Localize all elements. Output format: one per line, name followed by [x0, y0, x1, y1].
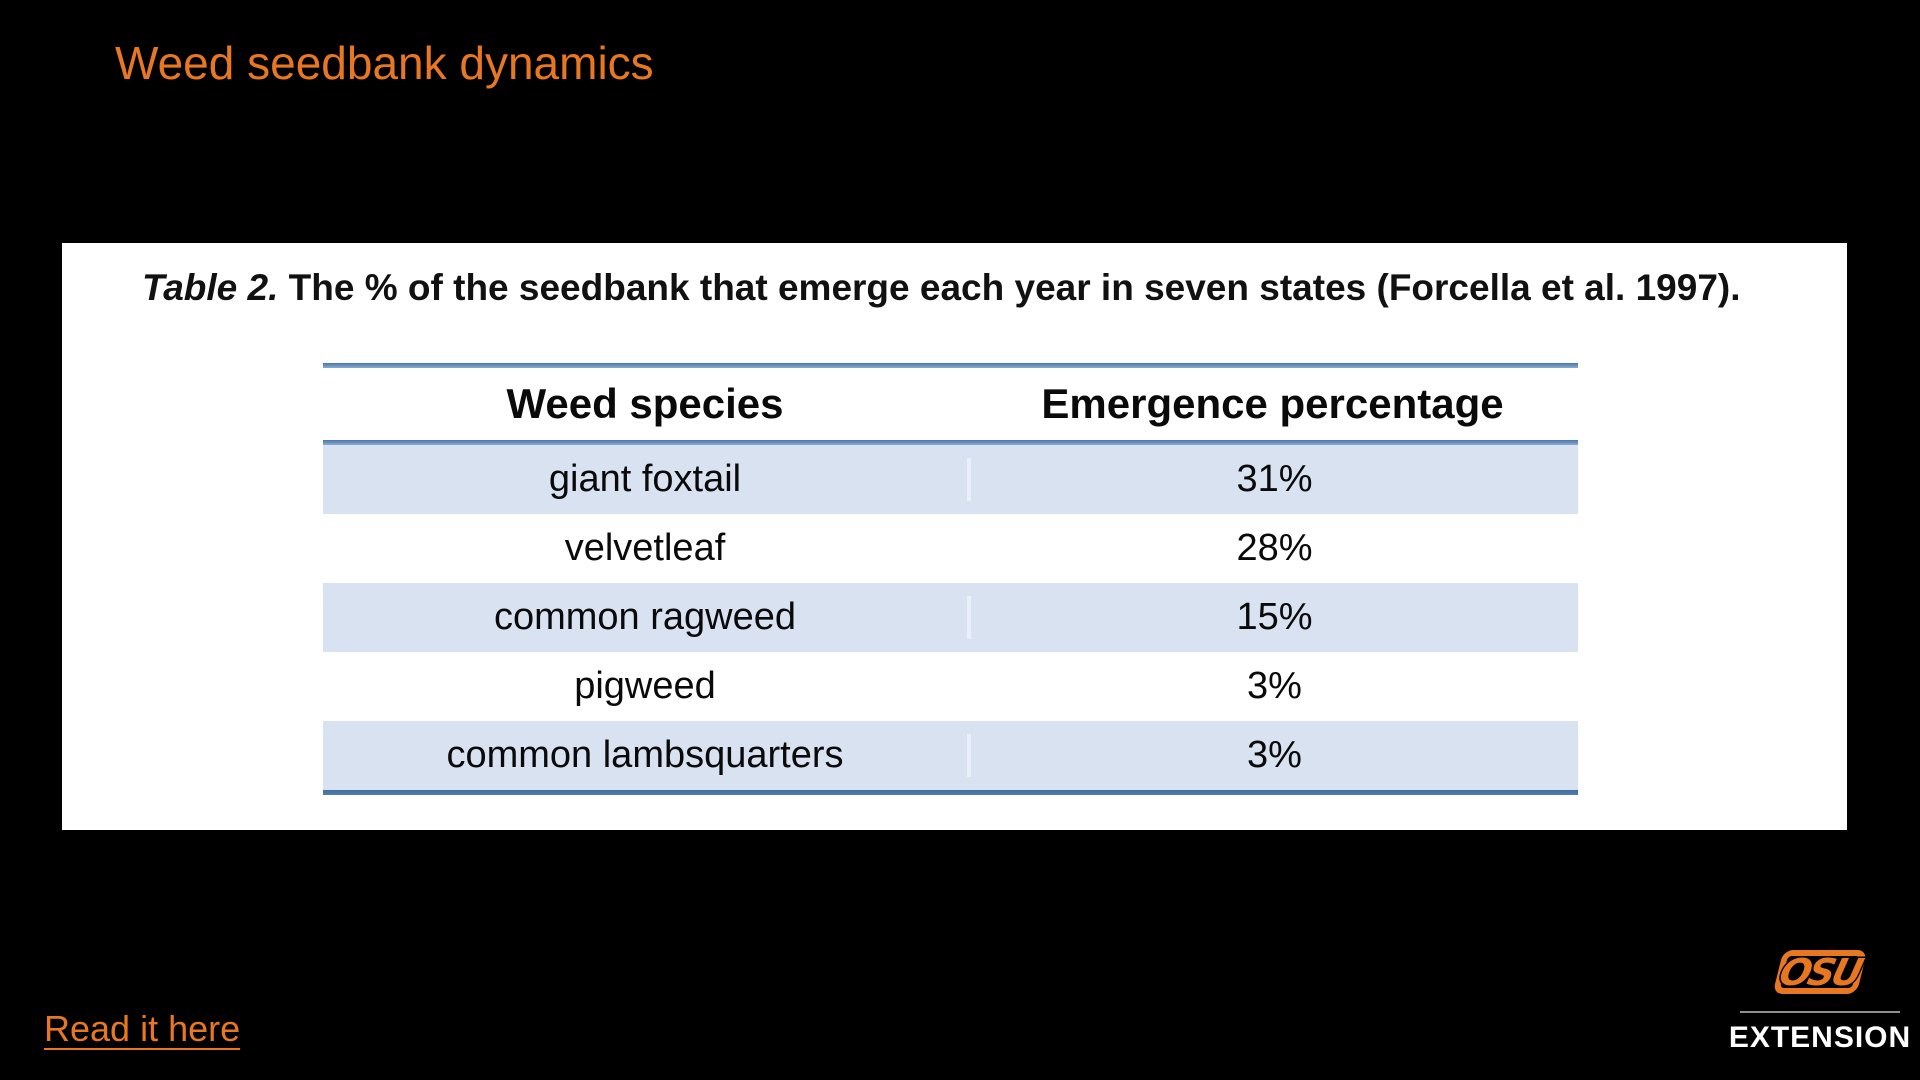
table-header-border [323, 440, 1578, 445]
emergence-cell: 15% [967, 596, 1578, 639]
table-bottom-border [323, 790, 1578, 795]
column-header-weed-species: Weed species [506, 380, 784, 427]
emergence-cell: 3% [967, 734, 1578, 777]
svg-text:OSU: OSU [1775, 951, 1867, 994]
table-row: pigweed 3% [323, 652, 1578, 721]
logo-divider [1740, 1011, 1900, 1013]
table-row: velvetleaf 28% [323, 514, 1578, 583]
osu-brand-icon: OSU [1773, 949, 1868, 995]
extension-wordmark: EXTENSION [1728, 1021, 1912, 1054]
column-header-emergence-percentage: Emergence percentage [1041, 380, 1504, 427]
weed-species-cell: giant foxtail [548, 458, 742, 500]
table-header-row: Weed species Emergence percentage [323, 368, 1578, 440]
table-caption-number: Table 2. [142, 267, 279, 308]
table-row: common lambsquarters 3% [323, 721, 1578, 790]
weed-species-cell: common lambsquarters [446, 734, 844, 776]
read-it-here-link[interactable]: Read it here [44, 1008, 241, 1049]
table-caption: Table 2. The % of the seedbank that emer… [142, 267, 1741, 309]
table-caption-text: The % of the seedbank that emerge each y… [278, 267, 1741, 308]
emergence-table: Weed species Emergence percentage giant … [323, 363, 1578, 795]
weed-species-cell: velvetleaf [564, 527, 726, 569]
weed-species-cell: pigweed [574, 665, 716, 707]
emergence-cell: 31% [967, 458, 1578, 501]
table-figure-panel: Table 2. The % of the seedbank that emer… [62, 243, 1847, 830]
table-row: giant foxtail 31% [323, 445, 1578, 514]
emergence-cell: 3% [1247, 665, 1302, 707]
table-top-border [323, 363, 1578, 368]
page-title: Weed seedbank dynamics [115, 37, 654, 89]
osu-extension-logo: OSU EXTENSION [1728, 944, 1912, 1055]
table-row: common ragweed 15% [323, 583, 1578, 652]
emergence-cell: 28% [1236, 527, 1313, 569]
weed-species-cell: common ragweed [493, 596, 797, 638]
